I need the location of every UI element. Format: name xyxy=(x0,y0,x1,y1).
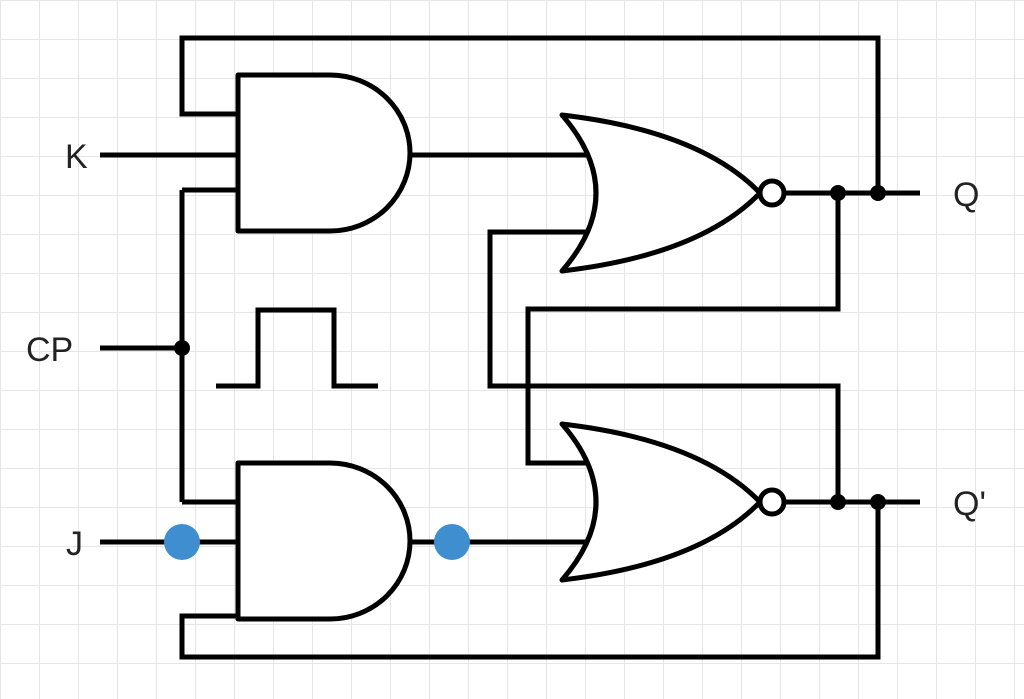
junction-q-inner xyxy=(830,185,846,201)
marker-j-input[interactable] xyxy=(164,524,200,560)
nor-gate-top-bubble xyxy=(757,178,787,208)
junctions xyxy=(174,185,886,510)
nor-gate-bottom-bubble xyxy=(757,487,787,517)
junction-cp xyxy=(174,340,190,356)
junction-qbar-outer xyxy=(870,494,886,510)
wire-feedback-top xyxy=(179,35,881,193)
nor-gate-bottom xyxy=(559,421,763,583)
wire-feedback-bottom xyxy=(179,502,881,660)
and-gate-j xyxy=(235,460,413,622)
junction-q-outer xyxy=(870,185,886,201)
junction-qbar-inner xyxy=(830,494,846,510)
nor-gate-top xyxy=(559,112,763,274)
label-q-bar: Q' xyxy=(953,485,986,523)
wire-cross-q-to-bottom-nor xyxy=(525,193,841,466)
clock-pulse-symbol xyxy=(216,307,378,389)
marker-and-bottom-output[interactable] xyxy=(434,524,470,560)
wire-cross-qbar-to-top-nor xyxy=(487,229,841,502)
and-gate-k xyxy=(235,72,413,234)
label-k: K xyxy=(65,138,88,176)
label-j: J xyxy=(66,525,83,563)
label-cp: CP xyxy=(26,331,73,369)
wires xyxy=(100,35,920,660)
label-q: Q xyxy=(953,176,979,214)
